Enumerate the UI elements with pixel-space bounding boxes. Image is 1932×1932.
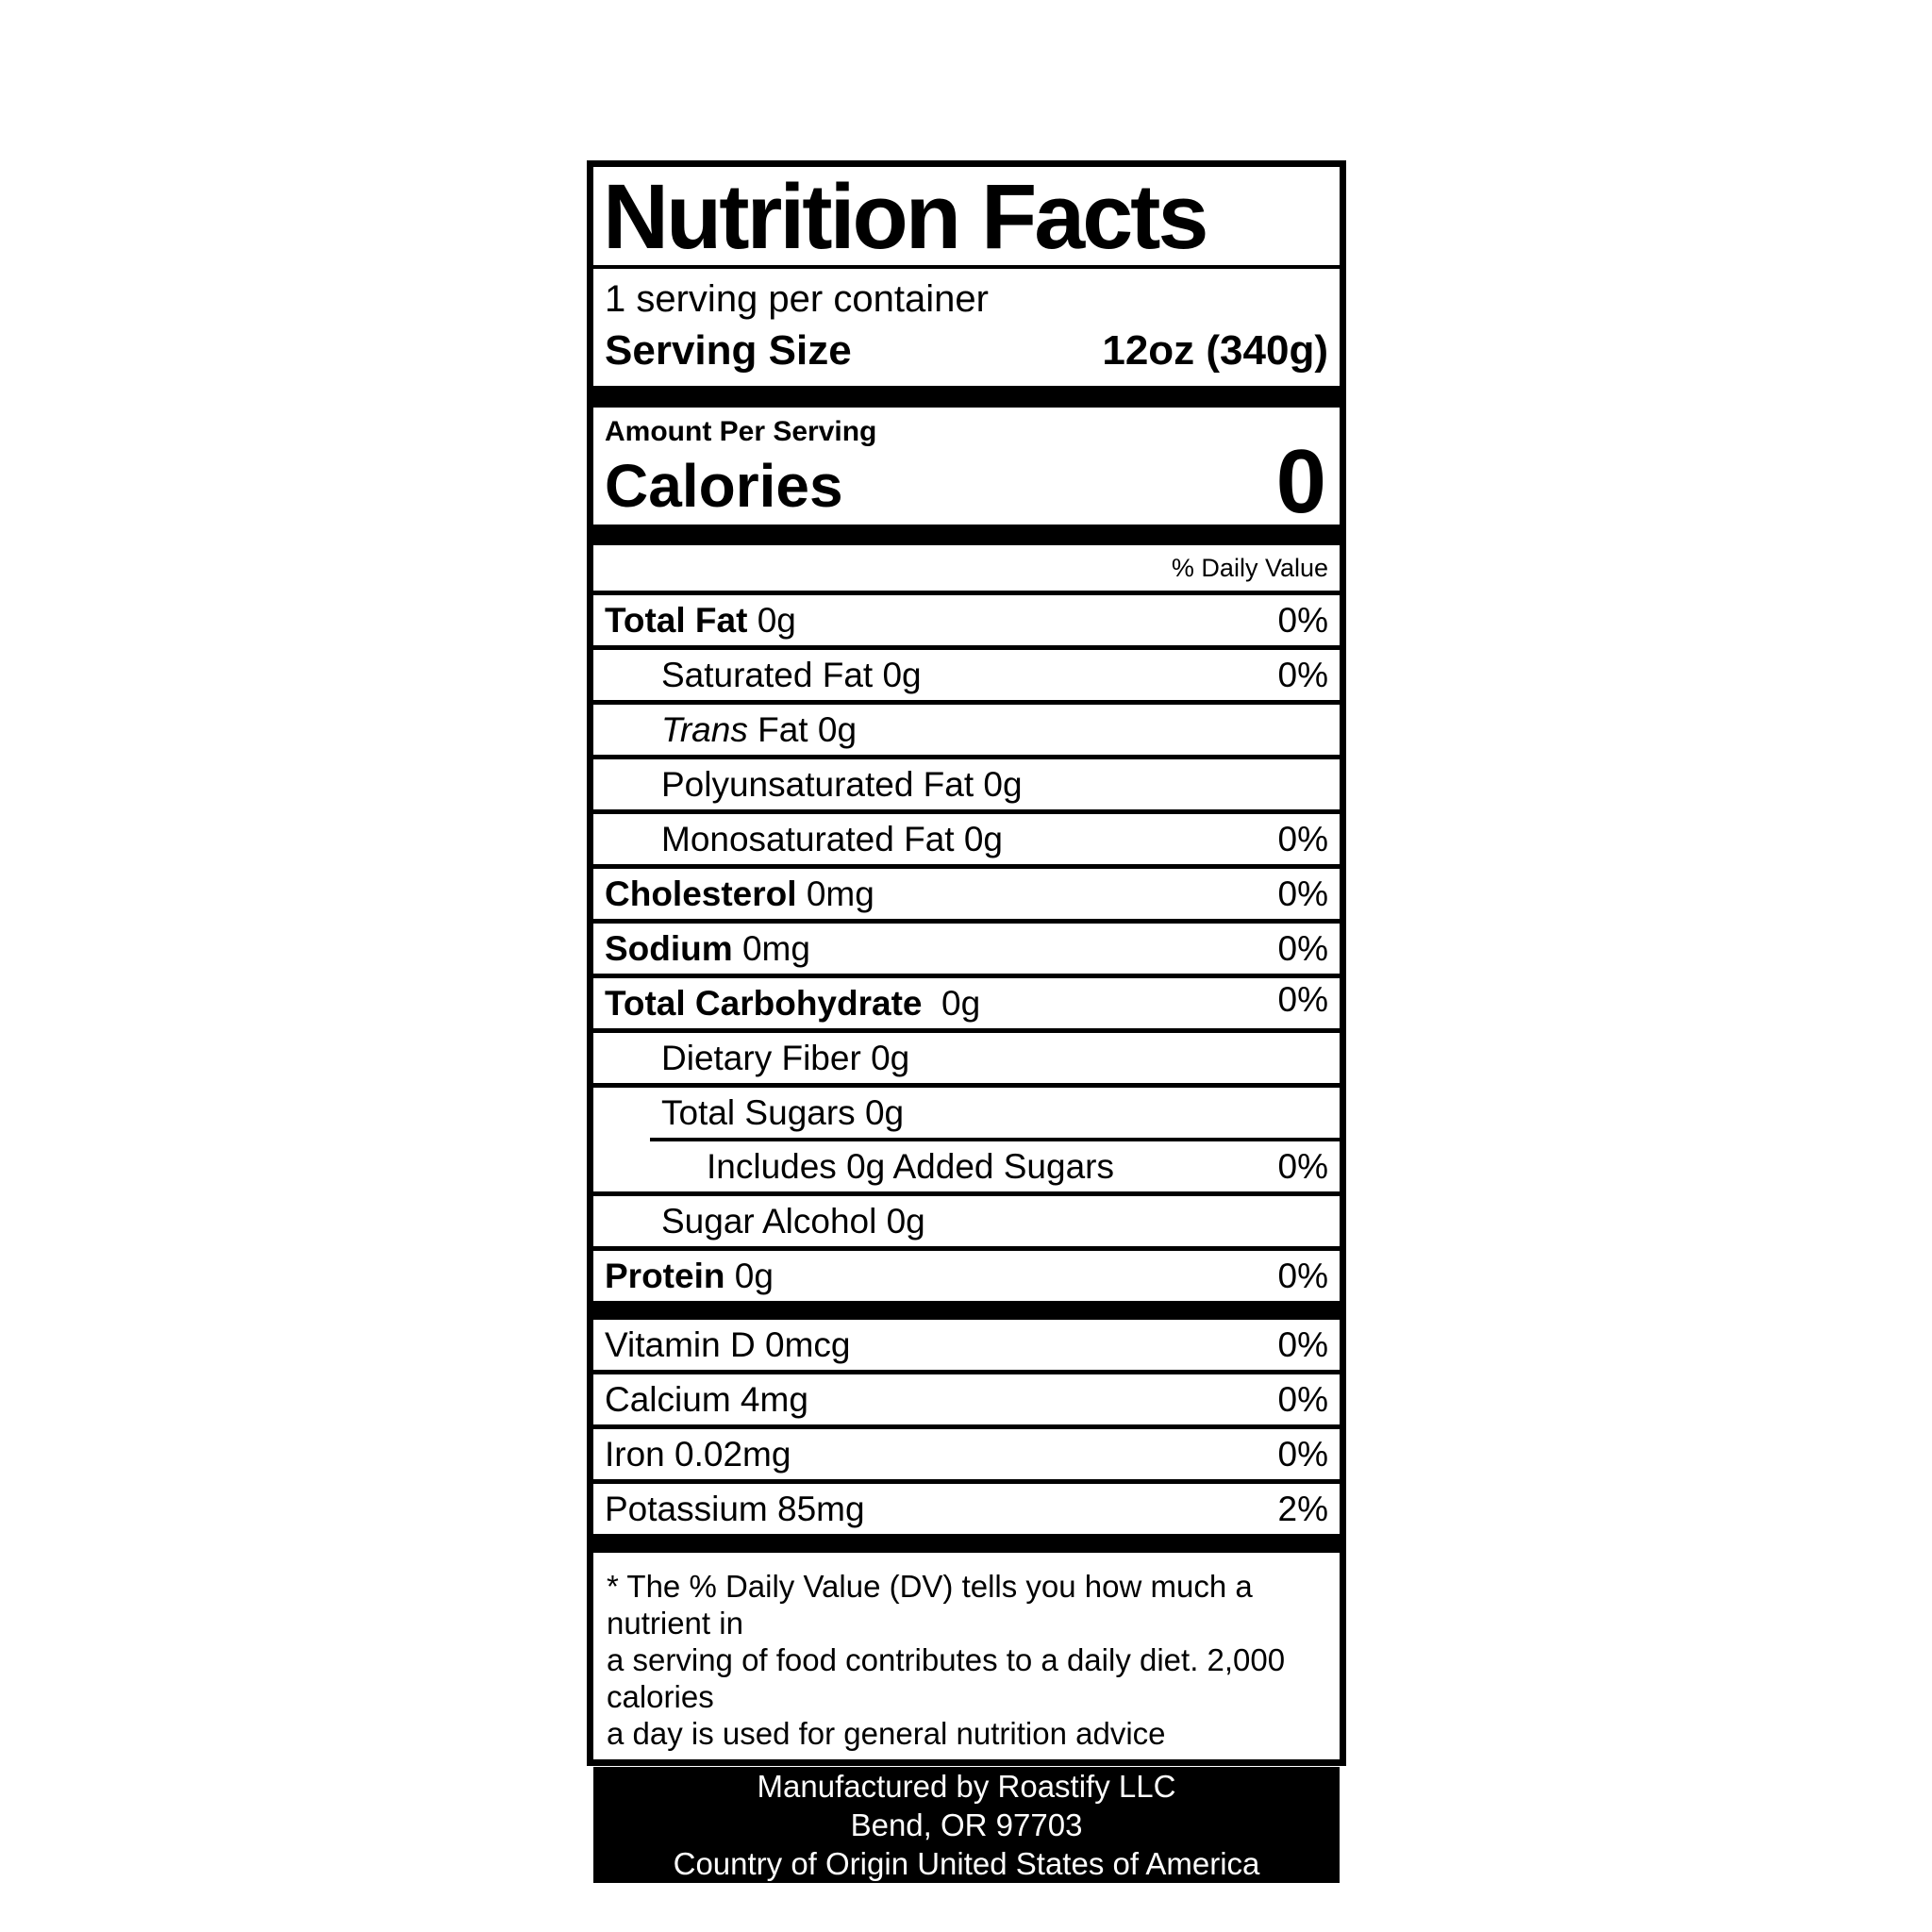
nutrient-dv: 0% (1277, 820, 1328, 858)
vitamin-row-vitamin-d: Vitamin D 0mcg 0% (593, 1320, 1340, 1374)
amount-per-serving-label: Amount Per Serving (605, 416, 877, 447)
nutrient-row-trans-fat: Trans Fat 0g (593, 705, 1340, 759)
vitamin-name: Calcium 4mg (605, 1380, 808, 1419)
nutrient-dv: 0% (1277, 1147, 1328, 1186)
nutrient-row-monosaturated-fat: Monosaturated Fat 0g 0% (593, 814, 1340, 869)
daily-value-footnote: * The % Daily Value (DV) tells you how m… (593, 1553, 1340, 1767)
separator-bar-thick (593, 386, 1340, 408)
label-title: Nutrition Facts (603, 165, 1208, 268)
vitamin-dv: 0% (1277, 1435, 1328, 1474)
calories-section: Amount Per Serving Calories 0 (593, 408, 1340, 532)
nutrient-row-total-sugars: Total Sugars 0g (593, 1088, 1340, 1138)
nutrient-row-total-carbohydrate: Total Carbohydrate 0g 0% (593, 978, 1340, 1033)
footnote-line-3: a day is used for general nutrition advi… (607, 1716, 1166, 1751)
nutrient-name: Sugar Alcohol 0g (661, 1202, 925, 1241)
vitamin-name: Vitamin D 0mcg (605, 1325, 851, 1364)
nutrient-dv: 0% (1277, 656, 1328, 694)
vitamin-name: Potassium 85mg (605, 1490, 865, 1528)
manufacturer-footer: Manufactured by Roastify LLC Bend, OR 97… (593, 1767, 1340, 1883)
nutrient-row-sugar-alcohol: Sugar Alcohol 0g (593, 1196, 1340, 1251)
nutrient-row-cholesterol: Cholesterol 0mg 0% (593, 869, 1340, 924)
serving-section: 1 serving per container Serving Size 12o… (593, 269, 1340, 386)
serving-size-row: Serving Size 12oz (340g) (605, 327, 1328, 375)
vitamin-dv: 0% (1277, 1325, 1328, 1364)
vitamin-row-potassium: Potassium 85mg 2% (593, 1484, 1340, 1534)
nutrient-row-dietary-fiber: Dietary Fiber 0g (593, 1033, 1340, 1088)
vitamin-name: Iron 0.02mg (605, 1435, 791, 1474)
vitamin-row-calcium: Calcium 4mg 0% (593, 1374, 1340, 1429)
label-header: Nutrition Facts (593, 167, 1340, 269)
footnote-line-2: a serving of food contributes to a daily… (607, 1642, 1286, 1714)
footer-line-origin: Country of Origin United States of Ameri… (673, 1846, 1260, 1881)
nutrient-dv: 0% (1277, 874, 1328, 913)
nutrient-name: Sodium 0mg (605, 929, 810, 968)
nutrient-dv: 0% (1277, 929, 1328, 968)
serving-size-label: Serving Size (605, 327, 852, 374)
nutrient-name: Total Fat 0g (605, 601, 796, 640)
separator-bar-thick (593, 1534, 1340, 1553)
footer-line-address: Bend, OR 97703 (850, 1807, 1083, 1842)
footnote-line-1: * The % Daily Value (DV) tells you how m… (607, 1569, 1253, 1641)
vitamin-dv: 0% (1277, 1380, 1328, 1419)
nutrient-row-sodium: Sodium 0mg 0% (593, 924, 1340, 978)
nutrient-row-saturated-fat: Saturated Fat 0g 0% (593, 650, 1340, 705)
nutrient-dv: 0% (1277, 1257, 1328, 1295)
sugars-sub-divider (650, 1138, 1340, 1141)
nutrient-name: Polyunsaturated Fat 0g (661, 765, 1023, 804)
nutrient-row-added-sugars: Includes 0g Added Sugars 0% (593, 1141, 1340, 1196)
nutrient-name: Dietary Fiber 0g (661, 1039, 910, 1077)
nutrient-name: Includes 0g Added Sugars (707, 1147, 1114, 1186)
nutrient-row-protein: Protein 0g 0% (593, 1251, 1340, 1301)
nutrient-dv: 0% (1277, 601, 1328, 640)
nutrient-name: Cholesterol 0mg (605, 874, 874, 913)
calories-value: 0 (1275, 431, 1326, 532)
nutrient-name: Monosaturated Fat 0g (661, 820, 1003, 858)
nutrient-name: Total Carbohydrate 0g (605, 984, 981, 1023)
calories-label: Calories (605, 452, 843, 520)
nutrient-name: Protein 0g (605, 1257, 774, 1295)
nutrient-name: Trans Fat 0g (661, 710, 858, 749)
daily-value-header: % Daily Value (593, 545, 1340, 595)
separator-bar-thick (593, 1301, 1340, 1320)
footer-line-manufacturer: Manufactured by Roastify LLC (757, 1769, 1176, 1804)
nutrient-dv: 0% (1277, 980, 1328, 1019)
nutrition-facts-label: Nutrition Facts 1 serving per container … (587, 160, 1346, 1883)
vitamin-row-iron: Iron 0.02mg 0% (593, 1429, 1340, 1484)
vitamin-dv: 2% (1277, 1490, 1328, 1528)
separator-bar-medium (593, 525, 1340, 545)
nutrient-name: Total Sugars 0g (661, 1093, 905, 1132)
nutrient-row-polyunsaturated-fat: Polyunsaturated Fat 0g (593, 759, 1340, 814)
nutrient-name: Saturated Fat 0g (661, 656, 922, 694)
nutrient-row-total-fat: Total Fat 0g 0% (593, 595, 1340, 650)
servings-per-container: 1 serving per container (605, 278, 989, 320)
serving-size-value: 12oz (340g) (1102, 327, 1328, 374)
